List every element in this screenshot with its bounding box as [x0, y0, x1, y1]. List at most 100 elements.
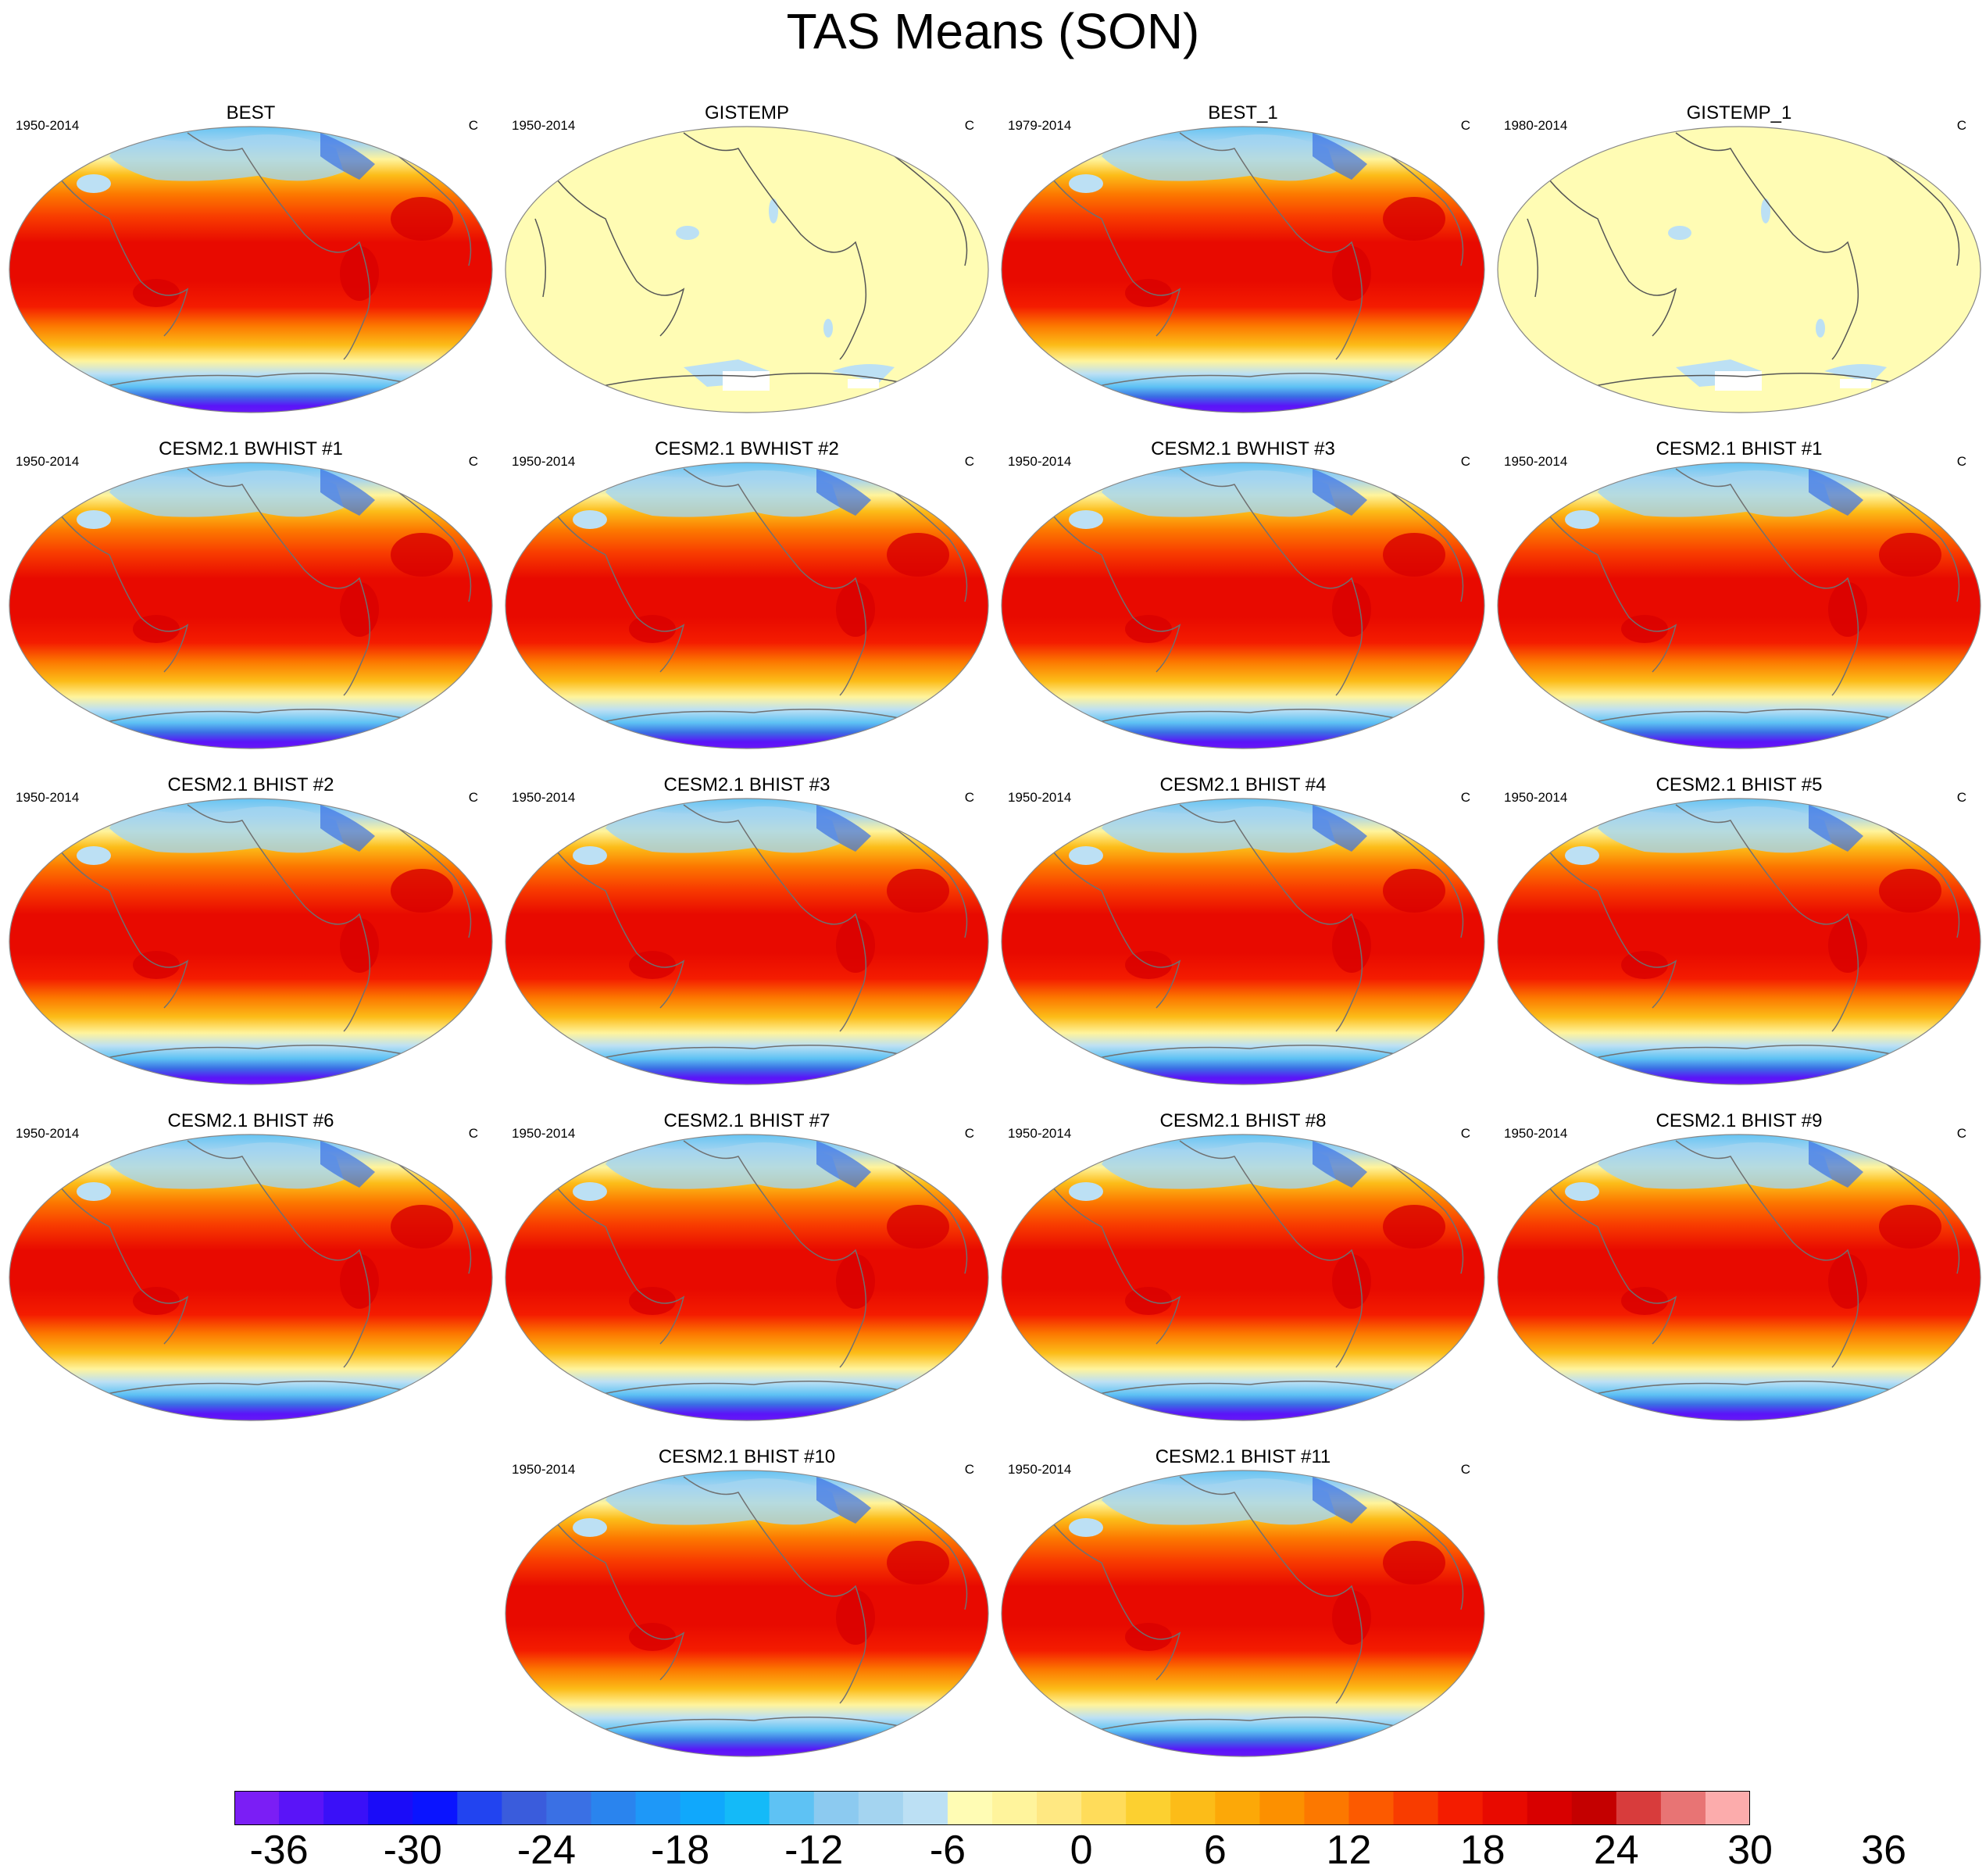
panel-title: CESM2.1 BHIST #11 — [1155, 1446, 1331, 1467]
panel-unit: C — [964, 790, 974, 805]
colorbar-box — [947, 1791, 993, 1825]
colorbar-tick-label: -30 — [383, 1828, 442, 1873]
panel-period: 1950-2014 — [1504, 790, 1568, 805]
panel-period: 1950-2014 — [512, 118, 576, 133]
world-map — [505, 1134, 989, 1421]
panel-title: CESM2.1 BHIST #4 — [1159, 774, 1327, 795]
world-map — [9, 1134, 493, 1421]
world-map — [1001, 798, 1485, 1085]
colorbar-tick-label: 18 — [1459, 1828, 1506, 1873]
panel-title: CESM2.1 BHIST #8 — [1159, 1110, 1327, 1131]
colorbar-tick-label: -36 — [249, 1828, 309, 1873]
colorbar-box — [858, 1791, 904, 1825]
panel-unit: C — [1460, 1462, 1470, 1477]
panel-title: CESM2.1 BHIST #9 — [1656, 1110, 1823, 1131]
world-map — [505, 798, 989, 1085]
world-map — [1497, 126, 1981, 413]
colorbar-tick-label: 6 — [1203, 1828, 1227, 1873]
panel-title: CESM2.1 BWHIST #3 — [1151, 438, 1335, 459]
panel-unit: C — [964, 118, 974, 133]
colorbar-box — [1571, 1791, 1617, 1825]
colorbar-box — [1660, 1791, 1706, 1825]
panel-period: 1950-2014 — [1008, 454, 1072, 469]
world-map — [9, 126, 493, 413]
panel-title: CESM2.1 BHIST #1 — [1656, 438, 1823, 459]
world-map — [505, 126, 989, 413]
map-panel: CESM2.1 BHIST #6 1950-2014 C — [8, 1110, 494, 1430]
panel-title: CESM2.1 BHIST #5 — [1656, 774, 1823, 795]
panel-period: 1950-2014 — [512, 1462, 576, 1477]
panel-period: 1950-2014 — [1504, 1126, 1568, 1141]
panel-unit: C — [964, 1462, 974, 1477]
world-map — [9, 462, 493, 749]
map-panel: CESM2.1 BHIST #4 1950-2014 C — [1000, 774, 1486, 1094]
colorbar-box — [1705, 1791, 1750, 1825]
world-map — [1497, 462, 1981, 749]
figure-title: TAS Means (SON) — [786, 3, 1200, 59]
colorbar-box — [1482, 1791, 1528, 1825]
map-panel: CESM2.1 BHIST #9 1950-2014 C — [1496, 1110, 1982, 1430]
panel-unit: C — [1956, 454, 1966, 469]
map-panel: CESM2.1 BWHIST #3 1950-2014 C — [1000, 438, 1486, 758]
panel-unit: C — [1956, 118, 1966, 133]
panel-unit: C — [468, 1126, 478, 1141]
colorbar — [234, 1791, 1750, 1825]
panel-period: 1950-2014 — [1008, 1462, 1072, 1477]
colorbar-tick-label: -18 — [651, 1828, 710, 1873]
panel-period: 1950-2014 — [512, 1126, 576, 1141]
world-map — [1001, 1134, 1485, 1421]
colorbar-tick-label: 36 — [1861, 1828, 1907, 1873]
map-panel: GISTEMP 1950-2014 C — [504, 102, 990, 422]
map-panel: BEST 1950-2014 C — [8, 102, 494, 422]
panel-unit: C — [1460, 1126, 1470, 1141]
map-panel: CESM2.1 BHIST #1 1950-2014 C — [1496, 438, 1982, 758]
colorbar-box — [1348, 1791, 1395, 1825]
colorbar-box — [1081, 1791, 1127, 1825]
world-map — [9, 798, 493, 1085]
panel-period: 1950-2014 — [16, 118, 80, 133]
map-panel: CESM2.1 BHIST #10 1950-2014 C — [504, 1445, 990, 1766]
panel-title: CESM2.1 BHIST #3 — [663, 774, 830, 795]
panel-period: 1950-2014 — [512, 790, 576, 805]
colorbar-box — [1215, 1791, 1260, 1825]
panel-title: GISTEMP — [704, 102, 789, 123]
map-panel: CESM2.1 BWHIST #1 1950-2014 C — [8, 438, 494, 758]
colorbar-tick-label: 30 — [1727, 1828, 1773, 1873]
colorbar-box — [902, 1791, 948, 1825]
panel-title: CESM2.1 BWHIST #2 — [655, 438, 839, 459]
world-map — [1497, 798, 1981, 1085]
colorbar-box — [1037, 1791, 1082, 1825]
map-panel: CESM2.1 BHIST #2 1950-2014 C — [8, 774, 494, 1094]
colorbar-box — [323, 1791, 369, 1825]
colorbar-box — [591, 1791, 637, 1825]
panel-unit: C — [468, 790, 478, 805]
panel-title: GISTEMP_1 — [1686, 102, 1792, 123]
panel-period: 1950-2014 — [1504, 454, 1568, 469]
map-panel: BEST_1 1979-2014 C — [1000, 102, 1486, 422]
map-panel: CESM2.1 BHIST #8 1950-2014 C — [1000, 1110, 1486, 1430]
panel-period: 1950-2014 — [16, 790, 80, 805]
panel-unit: C — [1460, 118, 1470, 133]
panel-unit: C — [1956, 790, 1966, 805]
colorbar-tick-label: 12 — [1326, 1828, 1372, 1873]
panel-unit: C — [1460, 790, 1470, 805]
panel-title: CESM2.1 BHIST #6 — [167, 1110, 334, 1131]
colorbar-tick-label: -24 — [516, 1828, 576, 1873]
colorbar-box — [502, 1791, 547, 1825]
world-map — [1001, 126, 1485, 413]
colorbar-box — [1393, 1791, 1439, 1825]
colorbar-box — [1438, 1791, 1484, 1825]
colorbar-box — [1527, 1791, 1573, 1825]
world-map — [505, 462, 989, 749]
panel-period: 1950-2014 — [1008, 790, 1072, 805]
world-map — [505, 1470, 989, 1757]
world-map — [1497, 1134, 1981, 1421]
panel-title: CESM2.1 BHIST #2 — [167, 774, 334, 795]
colorbar-tick-label: 24 — [1593, 1828, 1639, 1873]
colorbar-box — [813, 1791, 859, 1825]
map-panel: CESM2.1 BHIST #11 1950-2014 C — [1000, 1445, 1486, 1766]
colorbar-box — [1259, 1791, 1305, 1825]
colorbar-tick-label: 0 — [1070, 1828, 1093, 1873]
map-panel: CESM2.1 BHIST #7 1950-2014 C — [504, 1110, 990, 1430]
colorbar-box — [546, 1791, 591, 1825]
